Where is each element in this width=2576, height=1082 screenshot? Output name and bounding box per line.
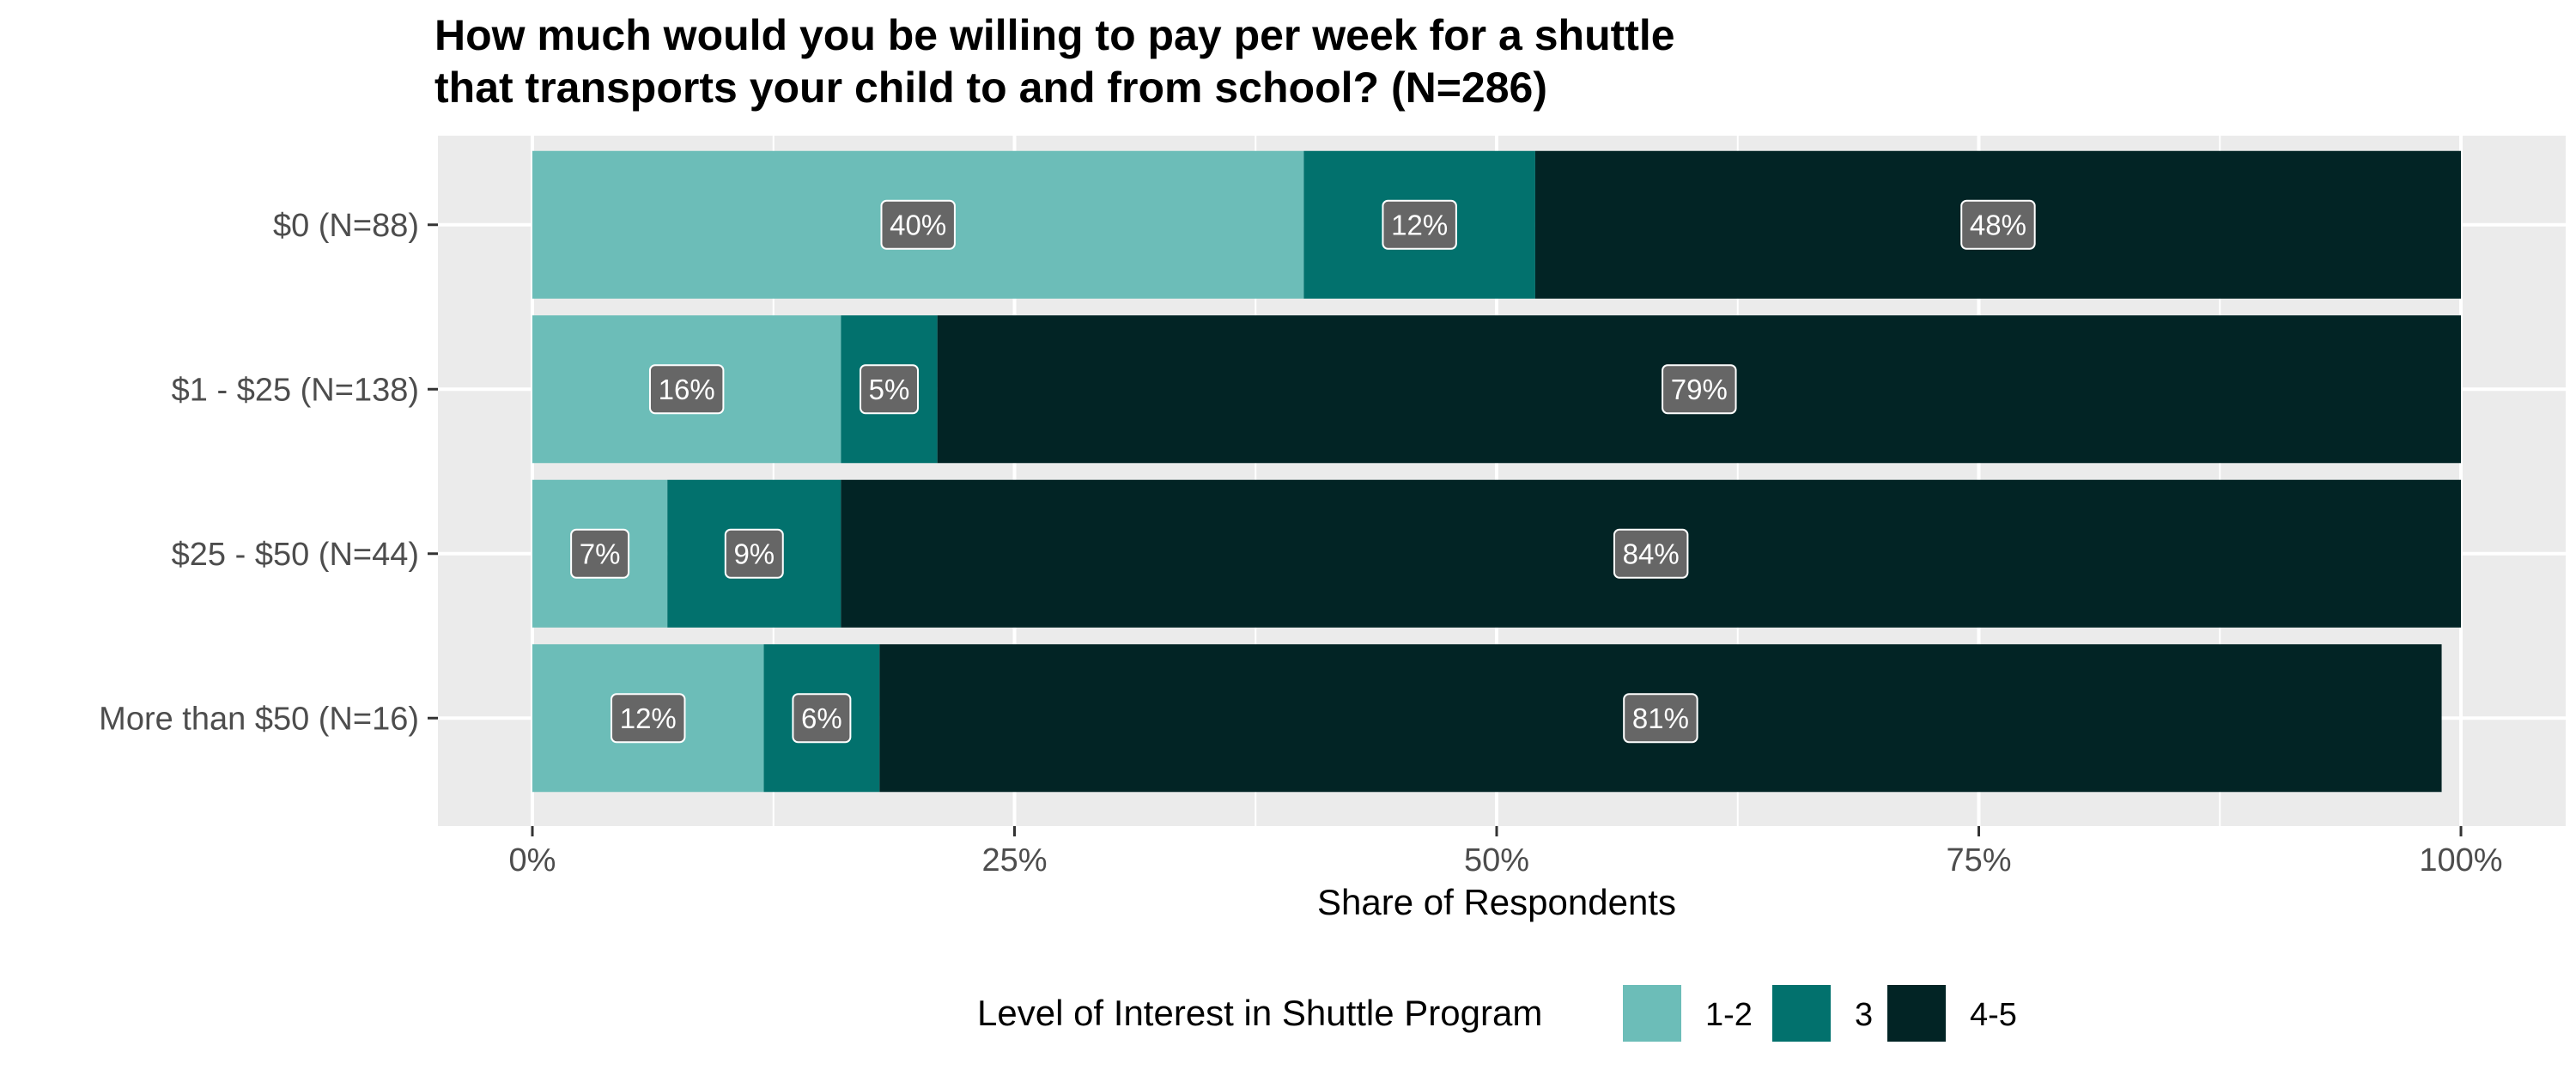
data-label-text: 5% (869, 374, 910, 405)
data-label: 5% (860, 364, 919, 415)
chart-title: How much would you be willing to pay per… (434, 11, 1675, 112)
legend-key (1887, 985, 1946, 1042)
y-tick-label: $25 - $50 (N=44) (172, 537, 419, 573)
x-axis-title: Share of Respondents (1317, 882, 1676, 922)
data-label-text: 6% (801, 702, 842, 734)
data-label-text: 79% (1671, 374, 1728, 405)
legend-item: 3 (1772, 985, 1873, 1042)
data-label-text: 9% (733, 538, 775, 570)
data-label: 48% (1960, 199, 2036, 250)
legend-label: 3 (1855, 997, 1873, 1033)
legend-item: 4-5 (1887, 985, 2017, 1042)
data-label-box (1960, 199, 2036, 250)
data-label-text: 84% (1623, 538, 1680, 570)
data-label-box (570, 528, 630, 579)
legend-key (1623, 985, 1681, 1042)
data-label-box (860, 364, 919, 415)
data-label: 9% (724, 528, 784, 579)
data-label-box (648, 364, 725, 415)
y-tick-label: More than $50 (N=16) (99, 701, 419, 737)
data-label-text: 81% (1632, 702, 1689, 734)
y-axis: $0 (N=88) $1 - $25 (N=138) $25 - $50 (N=44… (99, 208, 438, 737)
data-label: 12% (611, 693, 686, 744)
x-tick-label: 75% (1946, 842, 2011, 878)
data-label: 12% (1382, 199, 1457, 250)
y-tick-label: $0 (N=88) (273, 208, 419, 244)
x-axis: 0% 25% 50% 75% 100% (509, 826, 2503, 878)
y-tick-label: $1 - $25 (N=138) (172, 372, 419, 408)
data-label-text: 12% (620, 702, 677, 734)
data-label-box (724, 528, 784, 579)
data-label-text: 40% (890, 210, 946, 241)
legend: Level of Interest in Shuttle Program 1-2 3… (977, 985, 2017, 1042)
legend-key (1772, 985, 1831, 1042)
data-label-text: 7% (580, 538, 621, 570)
data-label: 6% (792, 693, 852, 744)
x-tick-label: 100% (2419, 842, 2502, 878)
data-label-box (611, 693, 686, 744)
x-tick-label: 50% (1464, 842, 1529, 878)
data-label-text: 12% (1391, 210, 1448, 241)
x-tick-label: 0% (509, 842, 556, 878)
data-labels: 40% 12% 48% 16% 5% 79% 7% 9% 84% 12% 6% 81% (570, 199, 2036, 744)
data-label-box (1382, 199, 1457, 250)
data-label: 84% (1613, 528, 1689, 579)
data-label-box (1613, 528, 1689, 579)
data-label: 40% (880, 199, 956, 250)
legend-item: 1-2 (1623, 985, 1753, 1042)
data-label-text: 16% (659, 374, 715, 405)
data-label: 16% (648, 364, 725, 415)
data-label-box (1623, 693, 1698, 744)
data-label: 79% (1662, 364, 1737, 415)
data-label-box (792, 693, 852, 744)
legend-label: 4-5 (1970, 997, 2017, 1033)
legend-label: 1-2 (1705, 997, 1753, 1033)
x-tick-label: 25% (981, 842, 1047, 878)
data-label: 81% (1623, 693, 1698, 744)
legend-title: Level of Interest in Shuttle Program (977, 993, 1542, 1033)
chart-title-line-1: How much would you be willing to pay per… (434, 11, 1675, 59)
data-label-box (1662, 364, 1737, 415)
chart-title-line-2: that transports your child to and from s… (434, 64, 1547, 112)
data-label-text: 48% (1970, 210, 2026, 241)
data-label-box (880, 199, 956, 250)
data-label: 7% (570, 528, 630, 579)
